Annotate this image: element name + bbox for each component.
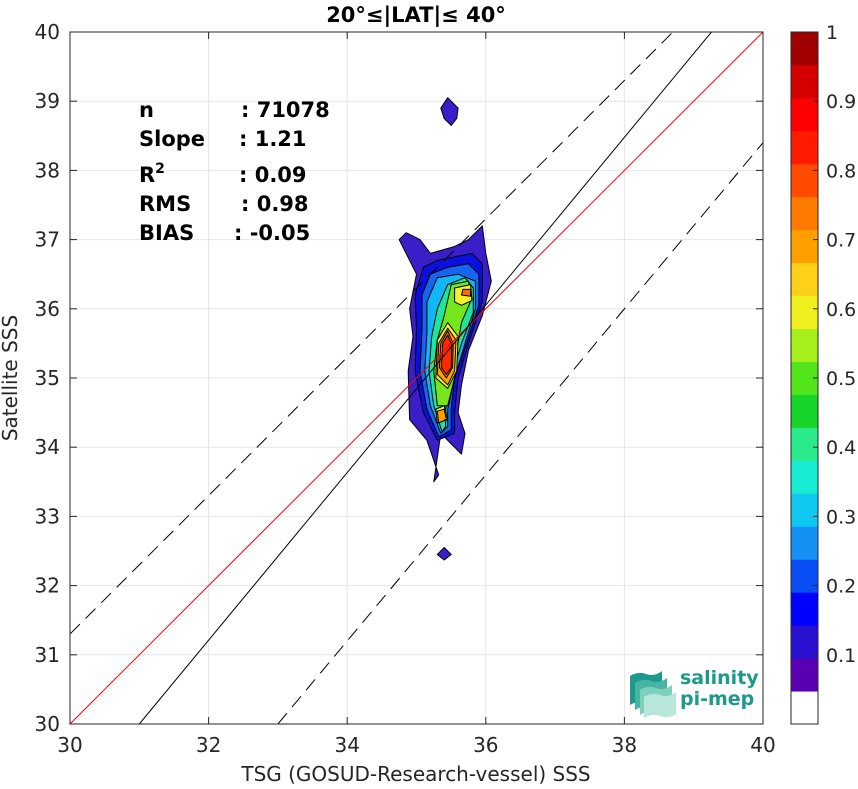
x-axis-label: TSG (GOSUD-Research-vessel) SSS xyxy=(240,762,590,786)
logo-text-line-2: pi-mep xyxy=(680,688,754,710)
colorbar-swatch-5 xyxy=(791,526,818,560)
x-tick-label: 30 xyxy=(57,733,82,757)
y-tick-label: 40 xyxy=(35,20,60,44)
colorbar-label: 0.6 xyxy=(826,299,856,321)
stat-name-r: R2 xyxy=(139,161,165,187)
salinity-pi-mep-logo: salinity pi-mep xyxy=(630,667,759,718)
y-tick-label: 36 xyxy=(35,297,60,321)
stat-value-slope: : 1.21 xyxy=(239,127,307,151)
colorbar-label: 1 xyxy=(826,22,838,44)
y-tick-label: 33 xyxy=(35,504,60,528)
one-to-one-line xyxy=(70,32,763,724)
colorbar-swatch-4 xyxy=(791,559,818,593)
y-tick-label: 32 xyxy=(35,574,60,598)
colorbar-swatch-11 xyxy=(791,328,818,363)
x-tick-label: 40 xyxy=(750,733,775,757)
y-tick-label: 37 xyxy=(35,228,60,252)
colorbar-label: 0.8 xyxy=(826,160,856,182)
y-tick-label: 30 xyxy=(35,712,60,736)
colorbar-label: 0.7 xyxy=(826,230,856,252)
regression-line xyxy=(138,32,713,724)
colorbar-swatch-12 xyxy=(791,295,818,330)
y-tick-label: 31 xyxy=(35,643,60,667)
colorbar-label: 0.9 xyxy=(826,91,856,113)
colorbar-swatch-3 xyxy=(791,592,818,626)
colorbar-label: 0.4 xyxy=(826,437,856,459)
colorbar-swatch-0 xyxy=(791,691,818,725)
y-tick-label: 38 xyxy=(35,158,60,182)
statistics-box: n : 71078 Slope : 1.21 R2 : 0.09 RMS : 0.98 BIAS… xyxy=(139,98,330,245)
colorbar-swatch-18 xyxy=(791,97,818,132)
colorbar-label: 0.2 xyxy=(826,576,856,598)
colorbar-label: 0.5 xyxy=(826,368,856,390)
y-tick-label: 39 xyxy=(35,89,60,113)
density-contour-11 xyxy=(436,408,447,424)
stat-name-n: n xyxy=(139,98,154,122)
colorbar-label: 0.1 xyxy=(826,645,856,667)
stat-name-bias: BIAS xyxy=(139,221,194,245)
colorbar-swatch-7 xyxy=(791,460,818,494)
stat-value-bias: : -0.05 xyxy=(234,221,310,245)
y-axis-label: Satellite SSS xyxy=(0,315,22,441)
stat-superscript: 2 xyxy=(155,161,165,177)
colorbar-swatch-15 xyxy=(791,196,818,231)
upper-bound-line xyxy=(70,32,674,635)
colorbar-swatch-6 xyxy=(791,493,818,527)
colorbar-swatch-8 xyxy=(791,427,818,461)
x-tick-label: 38 xyxy=(612,733,637,757)
stat-value-r: : 0.09 xyxy=(239,163,307,187)
y-tick-label: 35 xyxy=(35,366,60,390)
chart-title: 20°≤|LAT|≤ 40° xyxy=(326,3,506,28)
colorbar-swatch-16 xyxy=(791,163,818,198)
lower-bound-line xyxy=(277,142,763,724)
colorbar-swatch-14 xyxy=(791,229,818,264)
y-axis-ticks: 30 31 32 33 34 35 36 37 38 39 40 xyxy=(35,20,763,736)
x-tick-label: 32 xyxy=(196,733,221,757)
colorbar: 0.1 0.2 0.3 0.4 0.5 0.6 0.7 0.8 0.9 1 xyxy=(790,22,856,725)
logo-text-line-1: salinity xyxy=(680,667,759,689)
stat-value-rms: : 0.98 xyxy=(241,192,309,216)
reference-lines xyxy=(70,32,763,724)
colorbar-label: 0.3 xyxy=(826,506,856,528)
x-tick-label: 36 xyxy=(473,733,498,757)
stat-name-rms: RMS xyxy=(139,192,191,216)
colorbar-swatch-2 xyxy=(791,625,818,659)
stat-value-n: : 71078 xyxy=(241,98,330,122)
wave-layers-icon xyxy=(630,671,676,718)
density-contour-14 xyxy=(461,288,472,297)
colorbar-swatch-20 xyxy=(791,32,818,66)
density-contour-1 xyxy=(440,97,459,126)
colorbar-swatch-9 xyxy=(791,394,818,428)
y-tick-label: 34 xyxy=(35,435,60,459)
stat-name-slope: Slope xyxy=(139,127,205,151)
density-contour-2 xyxy=(436,547,452,561)
density-contours xyxy=(398,97,492,561)
colorbar-swatch-19 xyxy=(791,64,818,99)
colorbar-swatch-1 xyxy=(791,658,818,692)
x-axis-ticks: 30 32 34 36 38 40 xyxy=(57,32,776,757)
colorbar-swatch-17 xyxy=(791,130,818,165)
x-tick-label: 34 xyxy=(334,733,359,757)
colorbar-swatch-13 xyxy=(791,262,818,297)
